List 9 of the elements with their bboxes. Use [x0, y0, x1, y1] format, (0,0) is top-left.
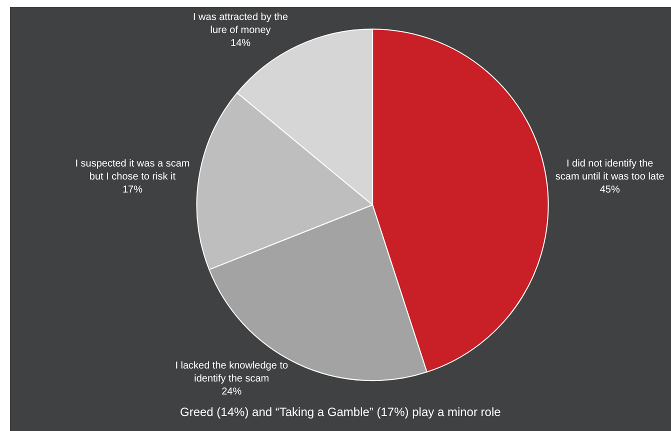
- slice-label: I was attracted by the lure of money: [192, 12, 288, 36]
- data-label: 45%: [600, 184, 620, 196]
- data-label: 14%: [230, 38, 251, 50]
- data-label: 24%: [222, 386, 242, 398]
- slice-label: I lacked the knowledge to identify the scam: [175, 360, 288, 385]
- text: Greed (14%) and “Taking a Gamble” (17%) play a minor role: [180, 405, 502, 419]
- data-label: 17%: [122, 184, 143, 196]
- slice-label: I suspected it was a scam but I chose to risk it: [75, 158, 190, 182]
- slice-label: I did not identify the scam until it was too late: [555, 158, 665, 182]
